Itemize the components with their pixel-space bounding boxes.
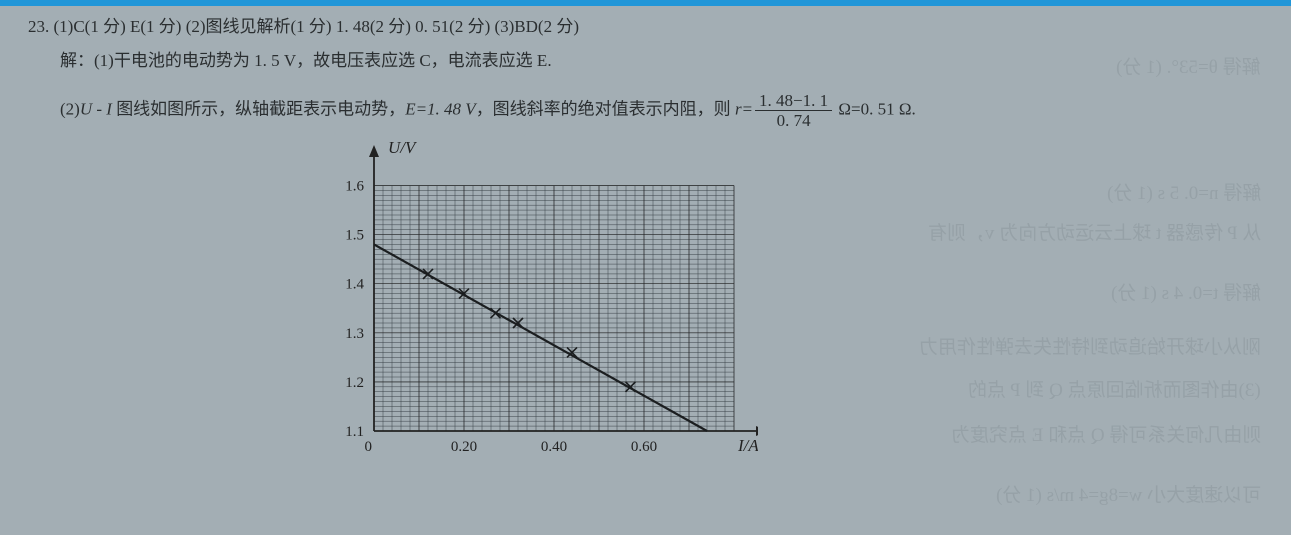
- question-header-line: 23. (1)C(1 分) E(1 分) (2)图线见解析(1 分) 1. 48…: [28, 10, 1271, 44]
- resistance-fraction: 1. 48−1. 10. 74: [755, 92, 832, 129]
- solution-part-2-mid1: 图线如图所示，纵轴截距表示电动势，: [112, 99, 405, 118]
- question-number: 23.: [28, 17, 49, 36]
- fraction-denominator: 0. 74: [755, 111, 832, 129]
- solution-line-1: 解：(1)干电池的电动势为 1. 5 V，故电压表应选 C，电流表应选 E.: [60, 44, 1271, 78]
- svg-text:1.5: 1.5: [345, 228, 364, 244]
- solution-part-2-mid2: ，图线斜率的绝对值表示内阻，则: [476, 99, 735, 118]
- emf-equation: E=1. 48 V: [405, 99, 476, 118]
- svg-text:1.3: 1.3: [345, 326, 364, 342]
- u-minus-i: U - I: [80, 99, 112, 118]
- ghost-text-8: 可以速度大小 w=8g=4 m/s (1 分): [996, 480, 1261, 507]
- svg-text:U/V: U/V: [388, 138, 418, 157]
- solution-prefix: 解：: [60, 51, 94, 70]
- svg-text:1.2: 1.2: [345, 375, 364, 391]
- svg-text:0.20: 0.20: [451, 439, 477, 455]
- svg-text:0.60: 0.60: [631, 439, 657, 455]
- svg-text:1.4: 1.4: [345, 277, 364, 293]
- solution-part-2-prefix: (2): [60, 99, 80, 118]
- svg-text:1.1: 1.1: [345, 424, 364, 440]
- r-equals: r=: [735, 99, 753, 118]
- ui-chart-container: 1.1 1.2 1.3 1.4 1.5 1.6 0.20 0.40 0.60 0 U/V I/A: [308, 135, 1271, 477]
- solution-line-2: (2)U - I 图线如图所示，纵轴截距表示电动势，E=1. 48 V，图线斜率…: [60, 92, 1271, 129]
- svg-text:I/A: I/A: [737, 436, 758, 455]
- score-breakdown: (1)C(1 分) E(1 分) (2)图线见解析(1 分) 1. 48(2 分…: [54, 17, 580, 36]
- svg-text:1.6: 1.6: [345, 179, 364, 195]
- solution-part-1: (1)干电池的电动势为 1. 5 V，故电压表应选 C，电流表应选 E.: [94, 51, 552, 70]
- svg-text:0: 0: [365, 439, 373, 455]
- solution-part-2-tail: Ω=0. 51 Ω.: [834, 99, 916, 118]
- answer-page: 23. (1)C(1 分) E(1 分) (2)图线见解析(1 分) 1. 48…: [0, 6, 1291, 477]
- svg-text:0.40: 0.40: [541, 439, 567, 455]
- ui-line-chart: 1.1 1.2 1.3 1.4 1.5 1.6 0.20 0.40 0.60 0 U/V I/A: [308, 135, 758, 465]
- fraction-numerator: 1. 48−1. 1: [755, 92, 832, 111]
